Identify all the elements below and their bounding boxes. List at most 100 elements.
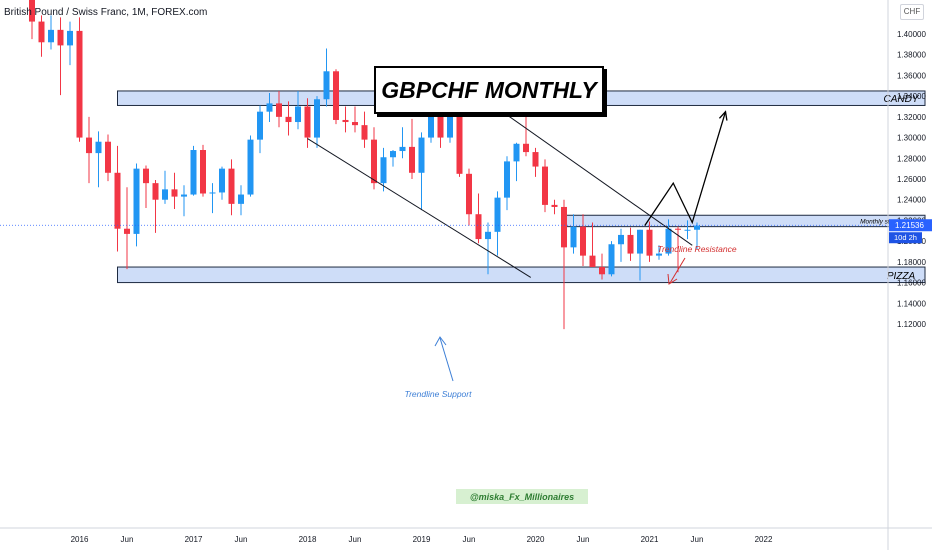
candle-body — [485, 231, 491, 240]
candle-body — [247, 139, 254, 195]
candle-body — [266, 103, 273, 112]
projection-line — [644, 111, 727, 226]
candle-body — [371, 139, 377, 184]
candle-body — [295, 106, 301, 123]
time-tick-label: Jun — [577, 535, 590, 544]
watermark: @miska_Fx_Millionaires — [456, 489, 588, 504]
candle-body — [675, 228, 681, 230]
support-arrow-shaft — [439, 337, 454, 382]
candle-body — [561, 206, 567, 248]
candle-body — [570, 226, 577, 248]
zone-box — [117, 266, 926, 284]
candle-body — [608, 244, 615, 275]
price-tick-label: 1.32000 — [897, 113, 926, 122]
candle-body — [399, 146, 406, 152]
time-tick-label: 2020 — [527, 535, 545, 544]
candle-body — [418, 137, 425, 173]
candle-body — [361, 125, 368, 140]
candle-body — [257, 111, 263, 140]
zone-label: PIZZA — [887, 271, 916, 282]
trendline — [482, 97, 693, 246]
candle-body — [323, 71, 330, 100]
price-tick-label: 1.30000 — [897, 134, 926, 143]
current-price-tag — [889, 219, 932, 232]
candle-body — [694, 225, 700, 230]
candle-body — [684, 229, 691, 231]
candle-body — [637, 229, 643, 254]
support-arrow-head — [434, 336, 447, 347]
candle-body — [627, 234, 634, 254]
candle-body — [143, 168, 149, 184]
price-axis[interactable]: 1.40000 1.38000 1.36000 1.34000 1.32000 1.300… — [887, 0, 932, 550]
price-tick-label: 1.34000 — [897, 92, 926, 101]
candle-body — [580, 226, 586, 256]
candle-body — [171, 189, 178, 197]
candle-body — [219, 168, 225, 193]
candle-body — [456, 104, 463, 174]
candle-body — [523, 143, 529, 153]
candle-body — [57, 29, 64, 46]
candle-body — [618, 234, 624, 245]
candle-body — [656, 253, 662, 256]
time-tick-label: 2022 — [755, 535, 773, 544]
trendline-support-label: Trendline Support — [405, 389, 473, 399]
candle-body — [190, 150, 197, 195]
candle-body — [285, 116, 292, 123]
candle-body — [333, 71, 339, 120]
trendline-resistance-label: Trendline Resistance — [657, 244, 736, 254]
zone-label: Monthly structure — [860, 218, 910, 225]
candle-body — [542, 166, 548, 205]
time-tick-label: 2019 — [413, 535, 431, 544]
candle-body — [38, 21, 45, 43]
price-tick-label: 1.28000 — [897, 154, 926, 163]
candle-body — [447, 104, 453, 138]
candle-body — [304, 106, 311, 138]
candles — [29, 0, 700, 330]
time-tick-label: Jun — [235, 535, 248, 544]
time-tick-label: Jun — [349, 535, 362, 544]
candle-body — [133, 168, 140, 234]
price-tick-label: 1.12000 — [897, 320, 926, 329]
candle-body — [475, 214, 482, 240]
candle-body — [390, 151, 396, 158]
currency-badge[interactable]: CHF — [900, 4, 924, 20]
time-tick-label: Jun — [691, 535, 704, 544]
trendlines — [307, 97, 693, 278]
annotations: Trendline Resistance Trendline Support — [405, 244, 737, 399]
candle-body — [513, 143, 520, 162]
time-tick-label: Jun — [463, 535, 476, 544]
candle-body — [409, 146, 415, 173]
time-tick-label: 2021 — [641, 535, 659, 544]
chart-title: GBPCHF MONTHLY — [374, 66, 604, 114]
time-axis[interactable]: 2016 Jun 2017 Jun 2018 Jun 2019 Jun 2020 Jun 2021 J… — [0, 527, 932, 544]
resistance-arrow-shaft — [669, 257, 686, 284]
candle-body — [95, 141, 102, 154]
candle-body — [589, 255, 596, 268]
zone-label: CANDY — [883, 94, 919, 105]
candle-body — [238, 194, 244, 204]
resistance-arrow-head — [667, 273, 678, 285]
candle-body — [181, 194, 187, 197]
candle-body — [504, 161, 510, 198]
candle-body — [48, 29, 54, 43]
time-tick-label: 2016 — [71, 535, 89, 544]
price-tick-label: 1.16000 — [897, 279, 926, 288]
price-tick-label: 1.14000 — [897, 299, 926, 308]
candle-body — [114, 172, 121, 229]
time-tick-label: 2017 — [185, 535, 203, 544]
candle-body — [152, 183, 159, 200]
candle-body — [124, 228, 130, 234]
price-tick-label: 1.24000 — [897, 196, 926, 205]
candle-body — [532, 152, 539, 167]
candle-body — [200, 150, 206, 194]
candle-body — [276, 103, 282, 117]
watermark-text: @miska_Fx_Millionaires — [470, 492, 574, 502]
price-tick-label: 1.40000 — [897, 30, 926, 39]
watermark-background — [456, 489, 588, 504]
candle-body — [352, 122, 358, 126]
symbol-title: British Pound / Swiss Franc, 1M, FOREX.c… — [4, 7, 208, 18]
candle-body — [665, 228, 672, 254]
candle-body — [551, 204, 558, 207]
price-zones: CANDY Monthly structure PIZZA — [117, 90, 926, 284]
